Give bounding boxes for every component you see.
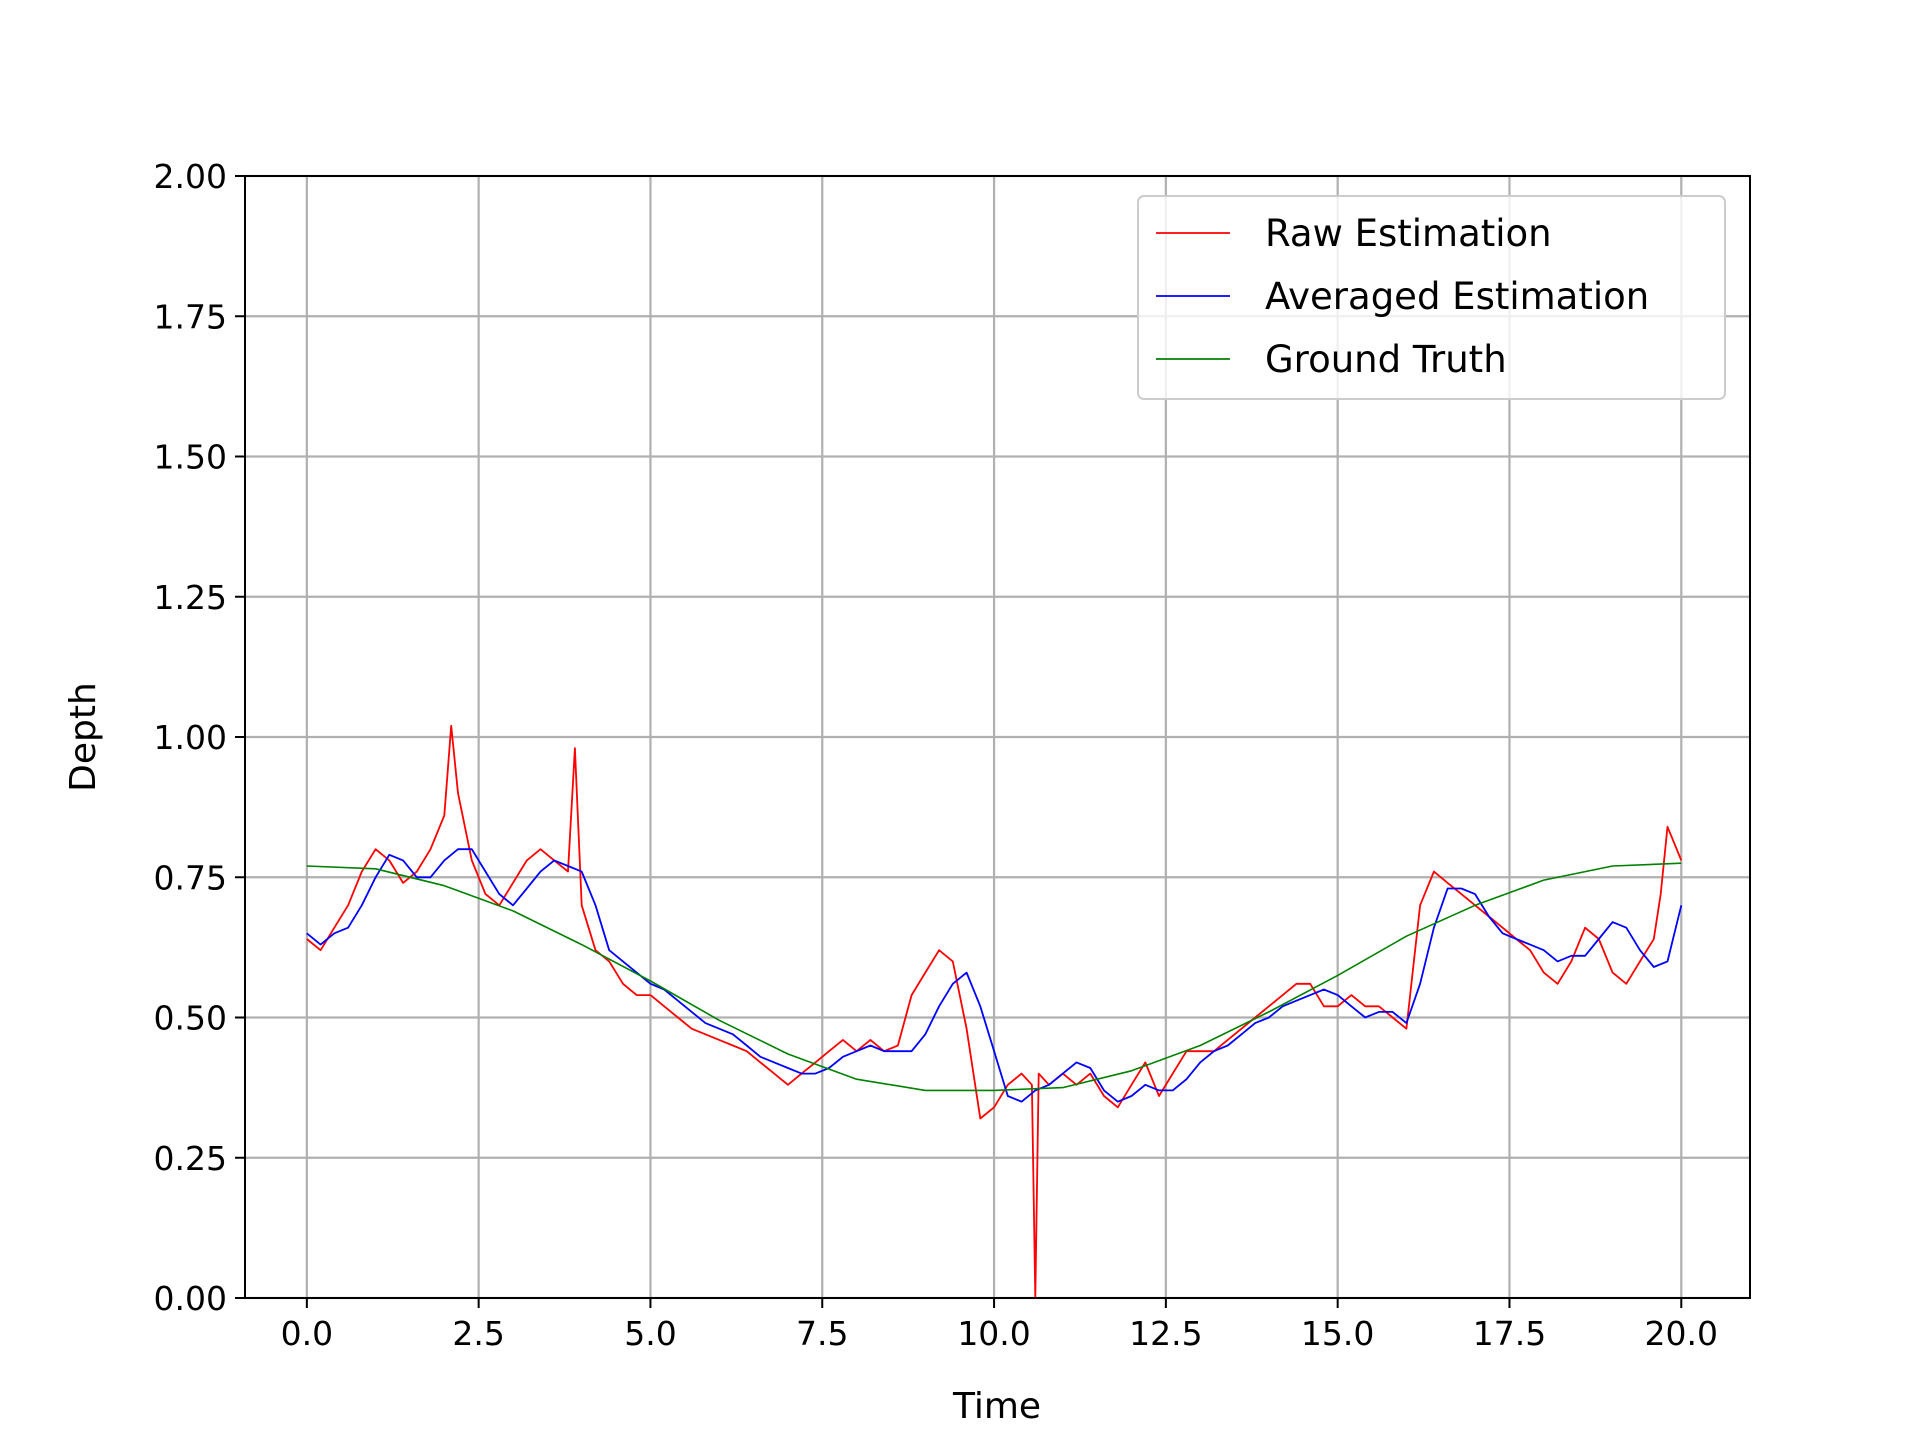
x-tick-label: 10.0 — [957, 1314, 1030, 1353]
y-axis: 0.00 0.25 0.50 0.75 1.00 1.25 1.50 1.75 2.00 — [154, 157, 245, 1318]
x-tick-label: 12.5 — [1129, 1314, 1202, 1353]
legend-label-averaged-estimation: Averaged Estimation — [1265, 275, 1649, 318]
x-axis-label: Time — [952, 1386, 1041, 1427]
legend-label-ground-truth: Ground Truth — [1265, 338, 1507, 381]
x-tick-label: 5.0 — [624, 1314, 676, 1353]
y-tick-label: 2.00 — [154, 157, 227, 196]
x-tick-label: 2.5 — [452, 1314, 504, 1353]
x-tick-label: 0.0 — [281, 1314, 333, 1353]
y-tick-label: 1.00 — [154, 718, 227, 757]
series-layer — [306, 724, 1683, 1299]
x-tick-label: 20.0 — [1645, 1314, 1718, 1353]
x-axis: 0.0 2.5 5.0 7.5 10.0 12.5 15.0 17.5 20.0 — [281, 1298, 1718, 1353]
x-tick-label: 17.5 — [1473, 1314, 1546, 1353]
legend: Raw Estimation Averaged Estimation Ground … — [1137, 195, 1726, 400]
legend-label-raw-estimation: Raw Estimation — [1265, 212, 1552, 255]
x-tick-label: 15.0 — [1301, 1314, 1374, 1353]
y-tick-label: 0.75 — [154, 858, 227, 897]
y-tick-label: 1.50 — [154, 438, 227, 477]
y-tick-label: 1.25 — [154, 578, 227, 617]
y-tick-label: 0.25 — [154, 1139, 227, 1178]
averaged-estimation-line — [306, 848, 1683, 1103]
ground-truth-line — [306, 862, 1682, 1092]
y-axis-label: Depth — [63, 682, 104, 792]
x-tick-label: 7.5 — [796, 1314, 848, 1353]
legend-box — [1137, 195, 1726, 400]
y-tick-label: 0.00 — [154, 1279, 227, 1318]
y-tick-label: 1.75 — [154, 297, 227, 336]
y-tick-label: 0.50 — [154, 999, 227, 1038]
